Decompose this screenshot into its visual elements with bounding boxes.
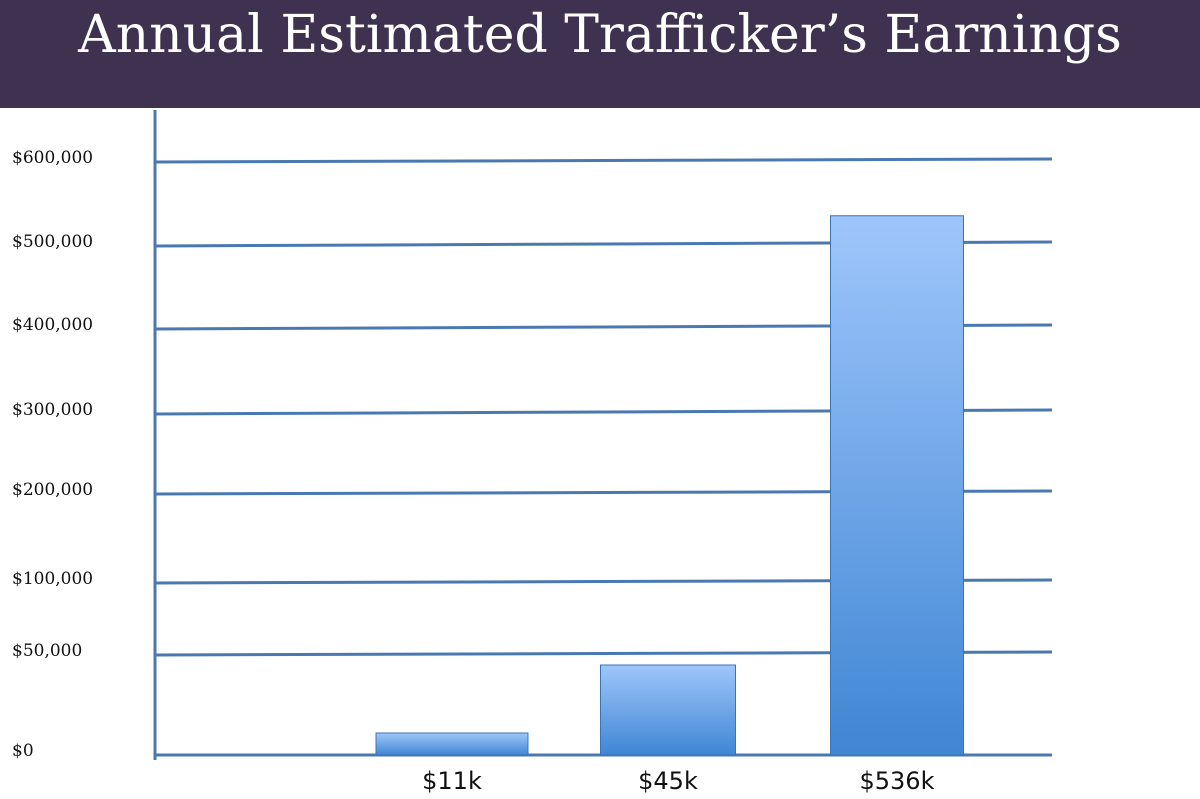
y-tick-label: $300,000 [12, 400, 93, 420]
x-category-label: $11k [422, 767, 482, 795]
bar [375, 732, 529, 756]
bar [600, 664, 736, 756]
y-tick-label: $200,000 [12, 480, 93, 500]
bars [375, 215, 964, 756]
page-title: Annual Estimated Trafficker’s Earnings [78, 5, 1122, 65]
y-tick-label: $400,000 [12, 315, 93, 335]
bar [830, 215, 964, 756]
y-tick-label: $100,000 [12, 569, 93, 589]
y-tick-label: $600,000 [12, 148, 93, 168]
x-category-label: $536k [860, 767, 935, 795]
title-banner [0, 0, 1200, 108]
y-tick-label: $0 [12, 741, 34, 761]
gridline [154, 157, 1053, 164]
y-tick-label: $50,000 [12, 641, 82, 661]
x-category-labels: $11k $45k $536k [422, 767, 934, 795]
y-tick-labels: $0 $50,000 $100,000 $200,000 $300,000 $400,00… [12, 148, 93, 761]
x-category-label: $45k [638, 767, 698, 795]
y-tick-label: $500,000 [12, 232, 93, 252]
